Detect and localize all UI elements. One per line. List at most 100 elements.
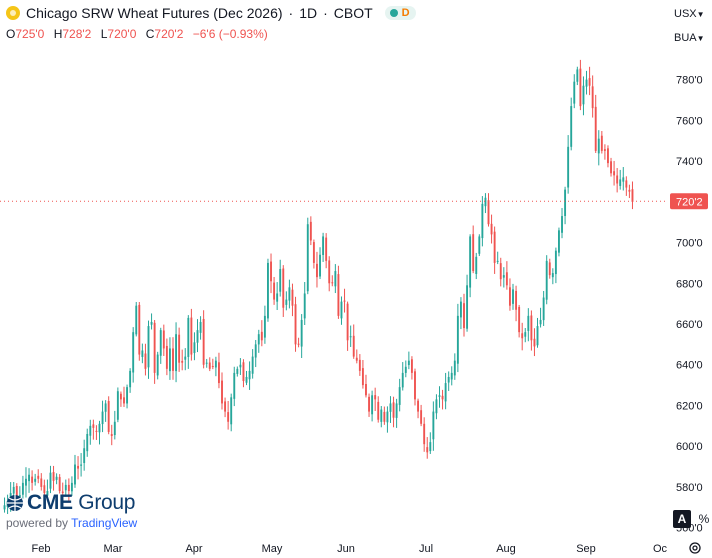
y-tick-label: 700'0	[676, 238, 703, 250]
candle-body	[110, 434, 113, 437]
exchange-label: CBOT	[333, 5, 373, 21]
candle-body	[316, 263, 318, 278]
candle-body	[502, 275, 505, 278]
candle-body	[496, 260, 499, 262]
candle-body	[208, 362, 211, 369]
candle-body	[144, 353, 147, 369]
candle-body	[438, 395, 441, 397]
candle-body	[190, 317, 193, 355]
candle-body	[404, 366, 407, 373]
open-value: 725'0	[15, 27, 45, 41]
candle-body	[322, 236, 325, 255]
percent-scale-button[interactable]: %	[698, 512, 710, 526]
candle-body	[628, 189, 631, 192]
unit-selector[interactable]: BUA ▼	[671, 29, 707, 47]
candle-body	[337, 274, 340, 316]
candle-body	[129, 370, 132, 388]
candle-body	[312, 242, 315, 263]
candle-body	[361, 368, 364, 386]
candle-body	[46, 491, 49, 496]
candle-body	[123, 397, 125, 404]
candle-body	[267, 262, 269, 319]
low-label: L	[100, 27, 108, 41]
candle-body	[377, 401, 380, 420]
change-value: −6'6 (−0.93%)	[192, 27, 268, 41]
candle-body	[551, 273, 554, 278]
candle-body	[610, 161, 612, 174]
candle-body	[570, 106, 573, 147]
candle-body	[297, 343, 300, 345]
cme-group-logo: CME Group powered by TradingView	[6, 491, 137, 530]
candle-body	[288, 287, 291, 301]
candle-body	[487, 200, 490, 225]
candle-body	[358, 359, 361, 371]
title-separator: ·	[288, 5, 294, 21]
chevron-down-icon: ▼	[696, 9, 705, 19]
y-tick-label: 740'0	[676, 156, 703, 168]
candle-body	[343, 300, 346, 302]
price-axis[interactable]: 560'0580'0600'0620'0640'0660'0680'0700'0…	[676, 75, 703, 535]
candle-body	[77, 465, 79, 469]
y-tick-label: 640'0	[676, 360, 703, 372]
candle-body	[447, 376, 450, 383]
currency-value: USX	[674, 8, 697, 20]
candle-body	[521, 333, 524, 339]
candle-body	[576, 69, 579, 82]
candle-body	[319, 254, 321, 277]
candle-body	[533, 338, 536, 347]
candle-body	[607, 148, 609, 164]
candle-body	[156, 354, 159, 376]
cme-globe-icon	[7, 495, 23, 511]
candle-body	[456, 315, 459, 364]
candle-body	[414, 371, 416, 400]
candle-body	[346, 303, 349, 341]
candle-body	[435, 399, 438, 414]
x-tick-label: Jul	[419, 543, 433, 555]
time-axis[interactable]: Feb Mar Apr May Jun Jul Aug Sep Oc	[32, 543, 668, 555]
candle-body	[493, 231, 496, 263]
candle-body	[162, 330, 165, 349]
candle-body	[61, 491, 64, 494]
candle-body	[34, 478, 37, 482]
candle-body	[619, 179, 622, 186]
candle-body	[242, 362, 245, 382]
candle-body	[558, 230, 560, 253]
candle-body	[211, 366, 214, 368]
candle-body	[389, 403, 392, 412]
candle-body	[224, 401, 227, 412]
candle-body	[260, 331, 263, 341]
auto-scale-button[interactable]: A	[673, 510, 691, 528]
powered-by: powered by TradingView	[6, 516, 138, 530]
candle-body	[31, 476, 34, 483]
candle-body	[67, 484, 70, 492]
candle-body	[153, 322, 156, 373]
market-status-badge[interactable]: D	[384, 6, 416, 20]
candle-body	[542, 297, 545, 321]
currency-selector[interactable]: USX ▼	[671, 5, 707, 23]
candle-body	[214, 360, 217, 368]
candle-body	[603, 149, 606, 151]
close-value: 720'2	[154, 27, 184, 41]
candle-body	[512, 289, 514, 304]
candle-body	[239, 364, 242, 368]
interval-label[interactable]: 1D	[299, 5, 318, 21]
candle-body	[248, 370, 251, 380]
candle-body	[221, 380, 223, 404]
candle-body	[3, 505, 6, 510]
delayed-data-letter: D	[401, 7, 410, 19]
candle-body	[49, 472, 52, 489]
last-price-tag-bg	[670, 193, 708, 210]
symbol-title[interactable]: Chicago SRW Wheat Futures (Dec 2026)	[26, 5, 283, 21]
candle-body	[561, 216, 563, 233]
last-price-tag: 720'2	[670, 193, 708, 210]
candle-body	[622, 177, 625, 182]
candle-body	[21, 482, 24, 495]
settings-gear-icon[interactable]	[688, 541, 702, 555]
candle-body	[539, 319, 542, 325]
x-tick-label: Sep	[576, 543, 596, 555]
candle-body	[254, 344, 257, 358]
tradingview-link[interactable]: TradingView	[71, 516, 138, 530]
candle-body	[119, 393, 122, 400]
candle-body	[505, 272, 508, 286]
